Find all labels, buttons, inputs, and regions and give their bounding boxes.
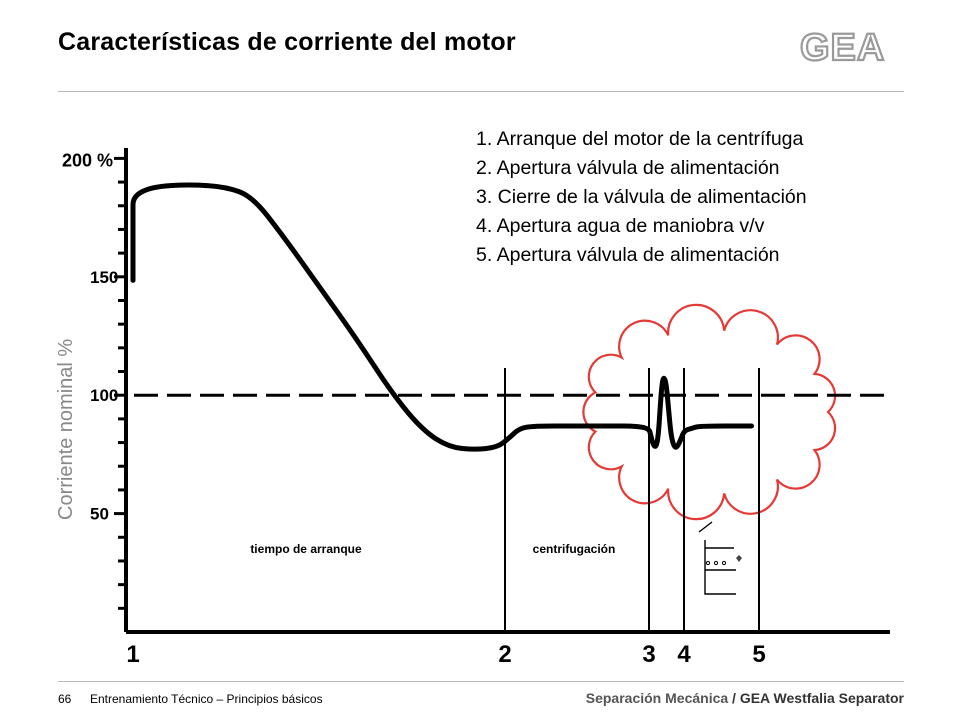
y-tick-label: 150 [90, 268, 118, 287]
current-curve [130, 182, 754, 452]
footer-dept: Separación Mecánica [585, 690, 729, 706]
event-marker-label: 3 [642, 641, 655, 668]
legend-item: 4. Apertura agua de maniobra v/v [476, 215, 765, 237]
event-legend: 1. Arranque del motor de la centrífuga 2… [476, 125, 807, 270]
valve-icon-dot [705, 560, 711, 566]
logo-text: GEA [800, 27, 885, 68]
label-layer: 50 100 150 200 % Corriente nominal % 1 2 3 4 5 tie… [55, 150, 766, 668]
footer-company: GEA Westfalia Separator [739, 690, 904, 706]
header-divider [58, 91, 904, 92]
legend-item: 3. Cierre de la válvula de alimentación [476, 186, 807, 208]
phase-label-centrifuge: centrifugación [533, 542, 616, 556]
legend-item: 1. Arranque del motor de la centrífuga [476, 128, 804, 150]
event-marker-layer [504, 368, 760, 632]
event-marker-label: 2 [498, 641, 511, 668]
footer-divider [58, 681, 904, 682]
valve-icon-dot [713, 560, 719, 566]
footer-right: Separación Mecánica / GEA Westfalia Sepa… [586, 690, 904, 706]
highlight-cloud [582, 303, 837, 521]
valve-icon-dot [721, 560, 727, 566]
event-marker-label: 5 [752, 641, 765, 668]
y-tick-label-top: 200 % [62, 150, 113, 170]
legend-item: 2. Apertura válvula de alimentación [476, 157, 780, 179]
spray-icon [736, 555, 742, 562]
y-tick-label: 50 [90, 505, 109, 524]
page-number: 66 [58, 692, 72, 706]
axis-layer [114, 148, 890, 634]
event-marker-label: 4 [677, 641, 691, 668]
highlight-cloud-layer [582, 303, 837, 521]
phase-label-startup: tiempo de arranque [250, 542, 362, 556]
footer-left: Entrenamiento Técnico – Principios básic… [90, 692, 323, 706]
event-marker-label: 1 [126, 641, 139, 668]
valve-icon-layer [698, 521, 742, 595]
footer-separator: / [728, 690, 740, 706]
page-title: Características de corriente del motor [58, 28, 516, 56]
y-tick-label: 100 [90, 386, 118, 405]
gea-logo: GEA [799, 26, 886, 68]
valve-icon [698, 521, 736, 595]
curve-layer [130, 182, 754, 452]
legend-item: 5. Apertura válvula de alimentación [476, 244, 780, 266]
y-axis-title: Corriente nominal % [55, 339, 77, 520]
